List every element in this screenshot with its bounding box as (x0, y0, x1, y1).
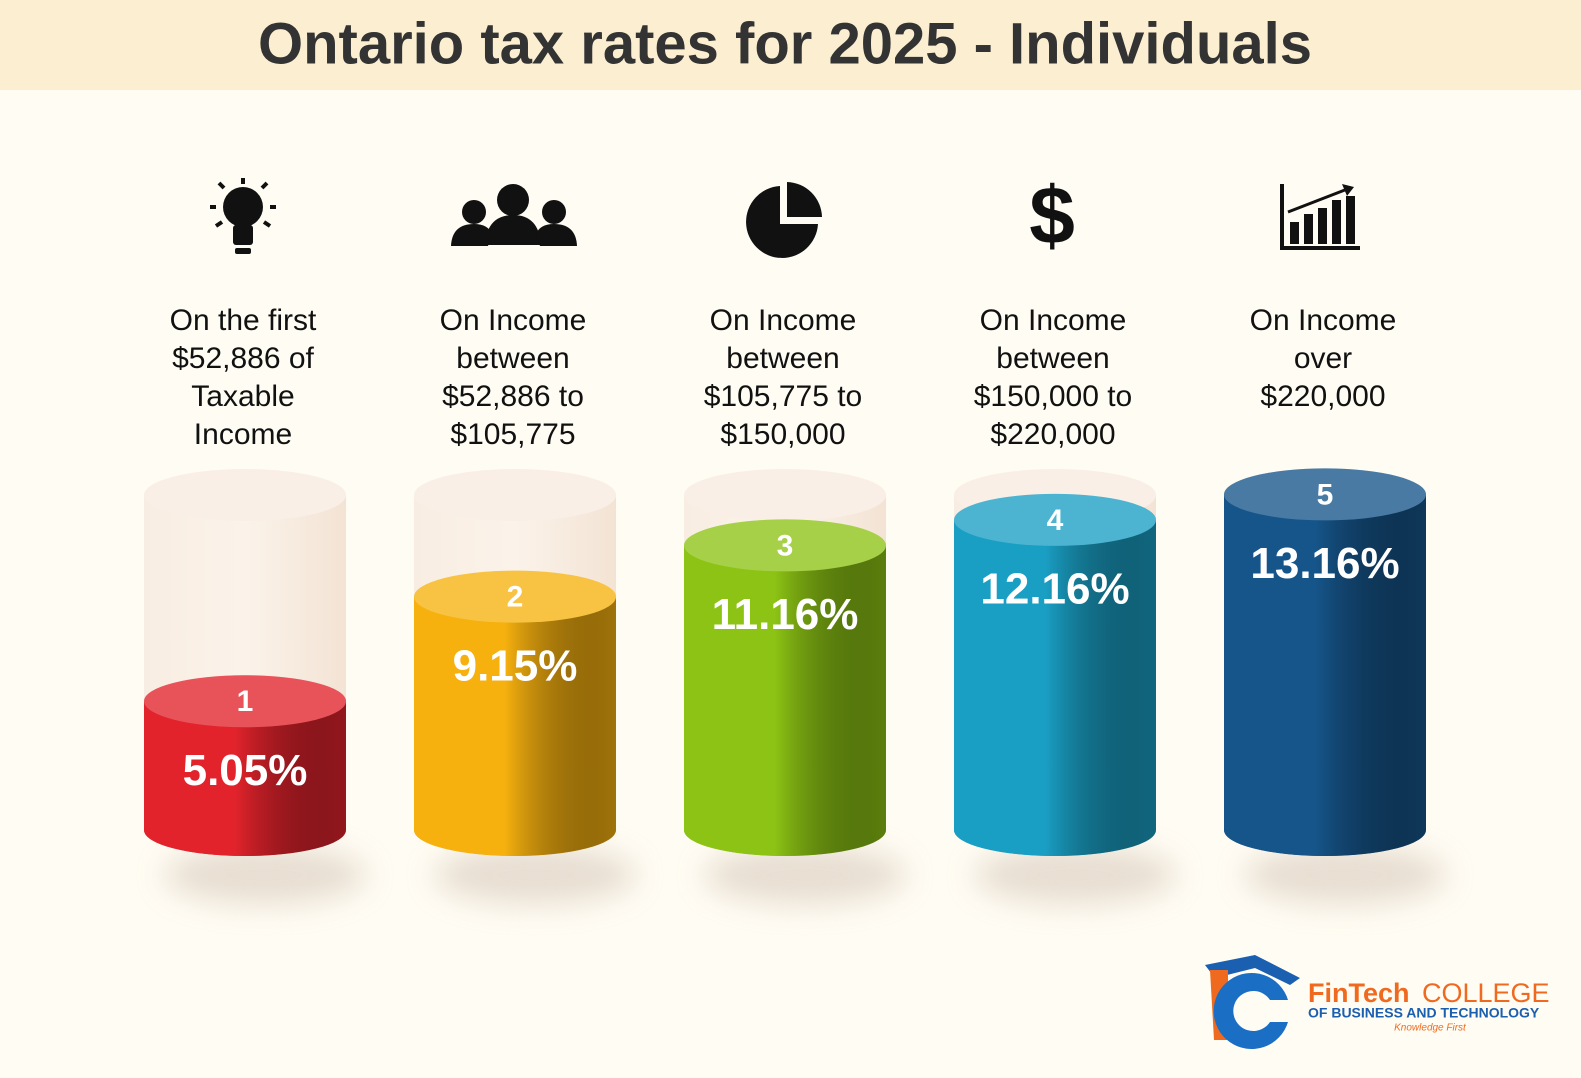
category-label: On Income (440, 304, 587, 337)
ghost-top (684, 469, 886, 521)
value-label: 11.16% (712, 590, 859, 639)
header-band (0, 0, 1581, 90)
logo: FinTech COLLEGE OF BUSINESS AND TECHNOLO… (1205, 955, 1550, 1049)
bar-rank: 3 (777, 529, 794, 562)
category-label: On Income (980, 304, 1127, 337)
bar-shade (414, 596, 616, 830)
pie-icon (746, 182, 822, 258)
bar-top (684, 519, 886, 572)
bar-shade (684, 545, 886, 830)
bar-top-highlight (144, 675, 346, 728)
value-label: 9.15% (453, 641, 578, 690)
bar-top (144, 675, 346, 728)
bar-shadow (434, 845, 636, 905)
chart-title: Ontario tax rates for 2025 - Individuals (258, 11, 1312, 76)
category-label: On Income (710, 304, 857, 337)
bar-rank: 4 (1047, 504, 1064, 537)
category-label: On the first (170, 304, 317, 337)
category-label: over (1294, 342, 1352, 375)
bar-shadow (164, 845, 366, 905)
category-label: Income (194, 418, 292, 451)
category-label: $220,000 (990, 418, 1115, 451)
category-label: $150,000 to (974, 380, 1132, 413)
bar-rank: 5 (1317, 478, 1334, 511)
icons: $ (210, 171, 1360, 262)
logo-tagline: Knowledge First (1394, 1023, 1467, 1034)
logo-subtitle: OF BUSINESS AND TECHNOLOGY (1308, 1005, 1540, 1021)
ghost-top (414, 469, 616, 521)
ghost-top (144, 469, 346, 521)
bar-top-highlight (684, 519, 886, 572)
category-label: $105,775 (450, 418, 575, 451)
category-label: between (456, 342, 569, 375)
value-label: 5.05% (183, 746, 308, 795)
logo-college: COLLEGE (1422, 978, 1550, 1008)
category-label: $52,886 to (442, 380, 584, 413)
bar-rank: 2 (507, 581, 524, 614)
dollar-icon: $ (1029, 171, 1075, 262)
category-label: between (996, 342, 1109, 375)
category-label: $220,000 (1260, 380, 1385, 413)
category-label: $150,000 (720, 418, 845, 451)
value-label: 12.16% (980, 565, 1129, 614)
category-label: On Income (1250, 304, 1397, 337)
bar-top (414, 570, 616, 623)
bar-shadow (974, 845, 1176, 905)
people-icon (451, 184, 577, 246)
category-label: $52,886 of (172, 342, 314, 375)
bar-top-highlight (1224, 468, 1426, 521)
category-label: Taxable (191, 380, 294, 413)
bar-top (1224, 468, 1426, 521)
bar-top (954, 493, 1156, 546)
value-label: 13.16% (1250, 539, 1399, 588)
bar-shadow (704, 845, 906, 905)
bar-top-highlight (414, 570, 616, 623)
category-label: $105,775 to (704, 380, 862, 413)
bar-top-highlight (954, 493, 1156, 546)
bar-shade (1224, 494, 1426, 830)
bar-shade (954, 519, 1156, 830)
growth-icon (1280, 184, 1360, 250)
bulb-icon (210, 178, 276, 254)
logo-name: FinTech (1308, 978, 1410, 1008)
category-label: between (726, 342, 839, 375)
bar-rank: 1 (237, 685, 254, 718)
bar-shadow (1244, 845, 1446, 905)
